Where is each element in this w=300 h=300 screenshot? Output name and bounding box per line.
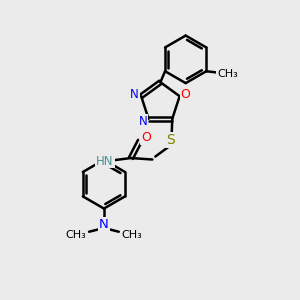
- Text: O: O: [181, 88, 190, 101]
- Text: CH₃: CH₃: [65, 230, 86, 240]
- Text: N: N: [99, 218, 109, 231]
- Text: N: N: [130, 88, 139, 101]
- Text: HN: HN: [96, 154, 114, 167]
- Text: CH₃: CH₃: [122, 230, 142, 240]
- Text: N: N: [139, 115, 148, 128]
- Text: S: S: [167, 133, 175, 147]
- Text: O: O: [142, 131, 152, 144]
- Text: CH₃: CH₃: [217, 69, 238, 79]
